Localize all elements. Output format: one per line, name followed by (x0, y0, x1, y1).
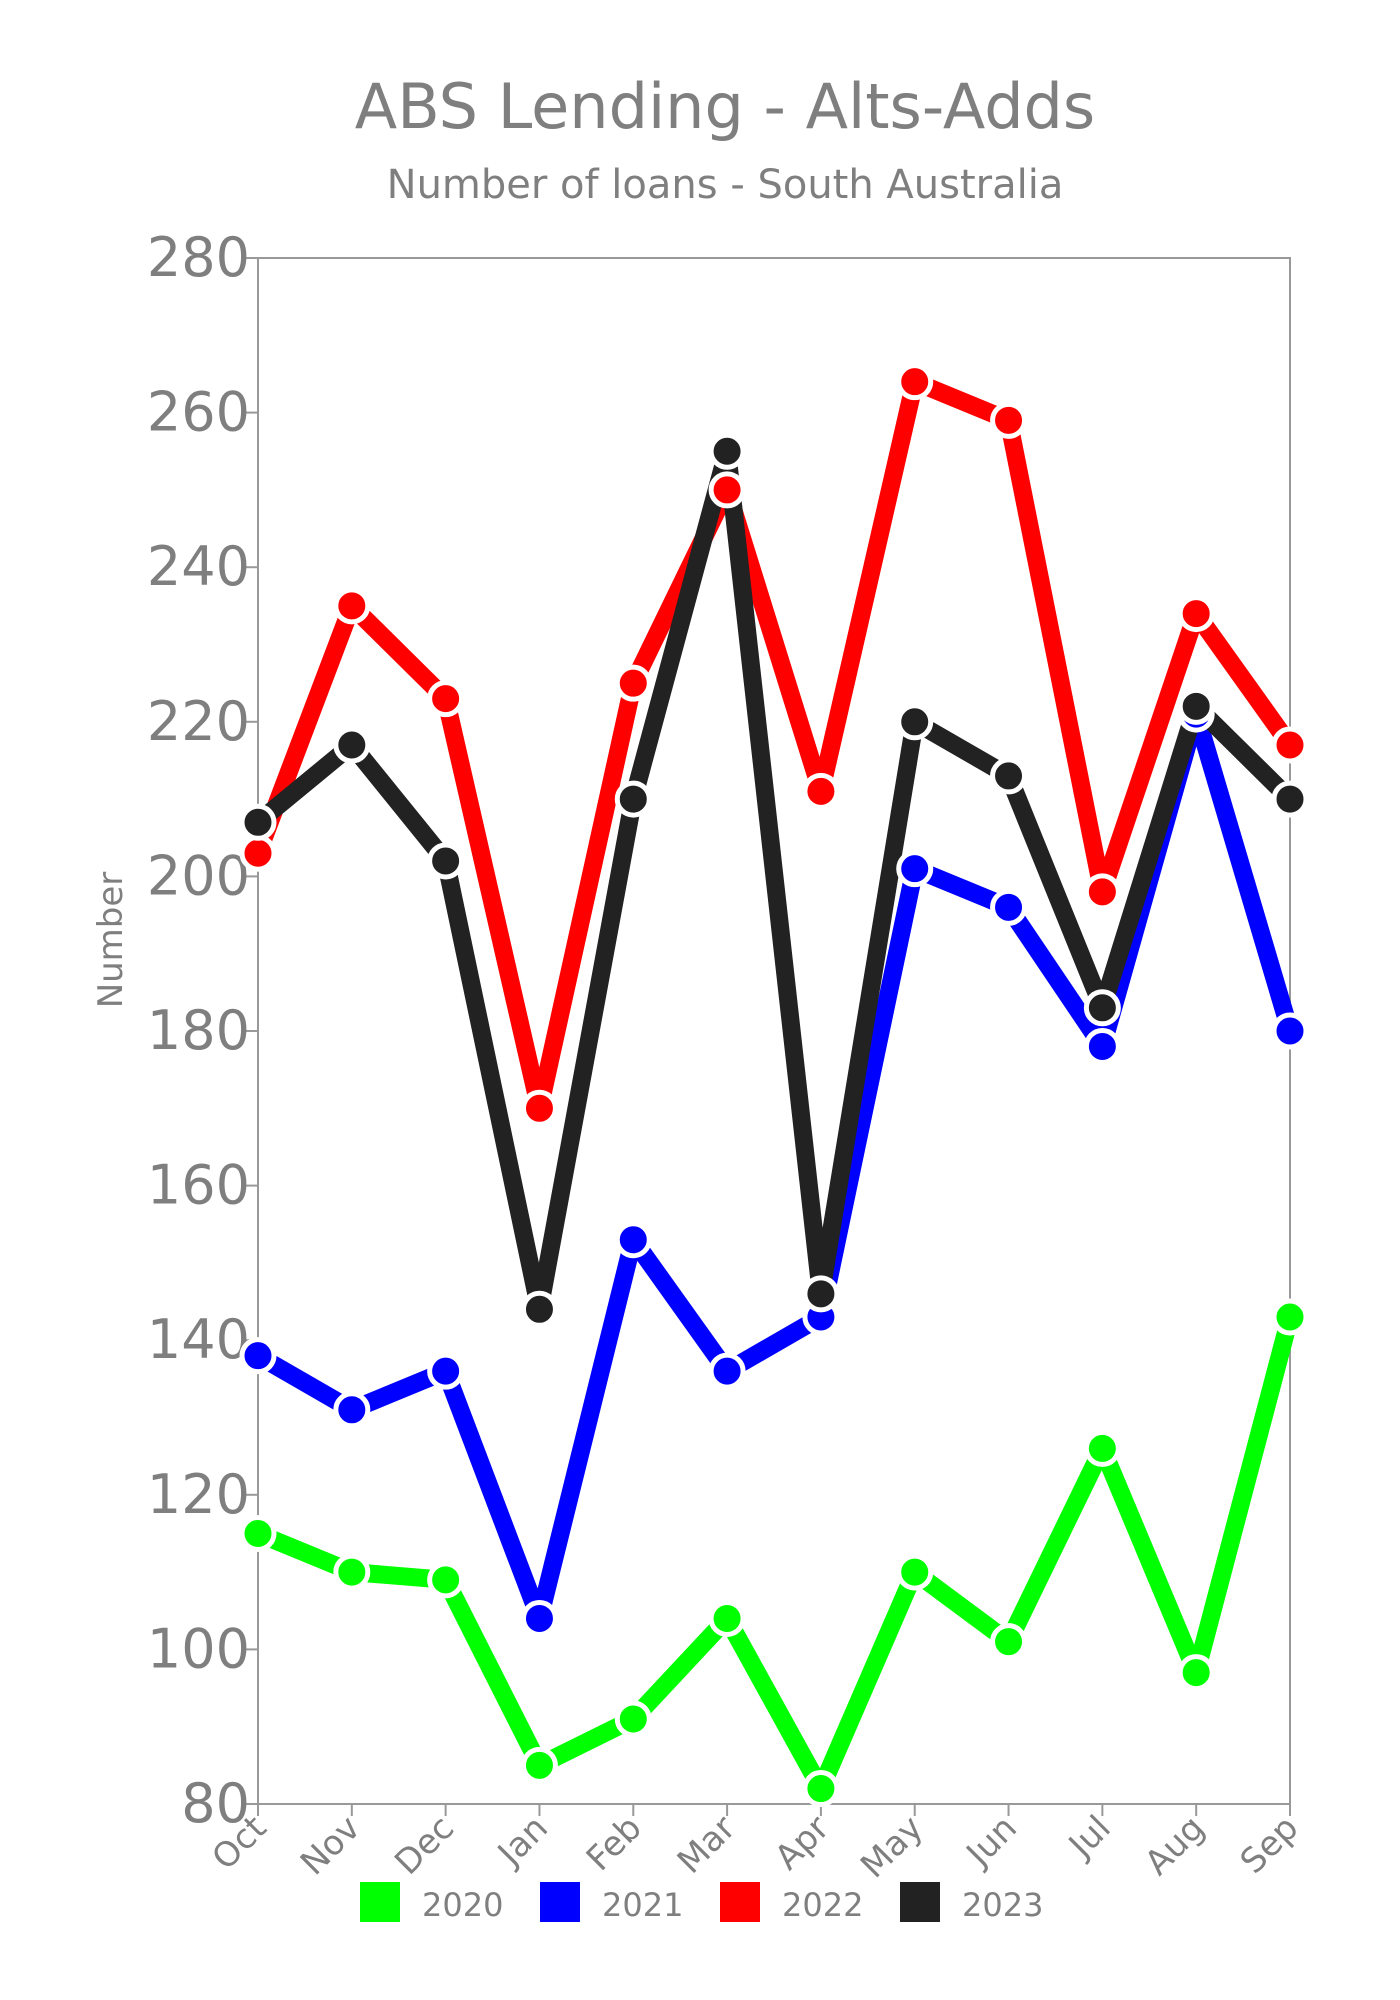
y-axis: 80 100 120 140 160 180 200 220 240 260 280 (147, 226, 258, 1835)
y-tick-label: 180 (147, 999, 250, 1062)
data-point-2021 (896, 850, 934, 888)
data-point-2020 (614, 1700, 652, 1738)
chart-subtitle: Number of loans - South Australia (387, 162, 1064, 208)
data-point-2023 (333, 726, 371, 764)
data-point-2023 (520, 1290, 558, 1328)
x-tick-label: Jun (958, 1808, 1025, 1875)
data-point-2023 (239, 803, 277, 841)
data-point-2022 (708, 471, 746, 509)
data-point-2022 (990, 401, 1028, 439)
x-tick-label: Sep (1233, 1808, 1307, 1882)
legend-label: 2020 (422, 1886, 503, 1924)
data-point-2020 (1271, 1298, 1309, 1336)
data-point-2022 (333, 587, 371, 625)
y-tick-label: 220 (147, 690, 250, 753)
data-point-2022 (614, 664, 652, 702)
data-point-2023 (614, 780, 652, 818)
legend-swatch-2021 (540, 1882, 580, 1922)
data-point-2023 (802, 1275, 840, 1313)
y-tick-label: 240 (147, 535, 250, 598)
data-point-2022 (896, 363, 934, 401)
data-point-2023 (990, 757, 1028, 795)
data-point-2020 (990, 1623, 1028, 1661)
chart-title: ABS Lending - Alts-Adds (355, 70, 1095, 143)
y-tick-label: 200 (147, 844, 250, 907)
x-tick-label: Jan (489, 1808, 556, 1875)
data-point-2021 (990, 888, 1028, 926)
data-point-2020 (333, 1553, 371, 1591)
data-point-2021 (708, 1352, 746, 1390)
data-point-2022 (1271, 726, 1309, 764)
data-point-2021 (1083, 1027, 1121, 1065)
data-point-2022 (802, 772, 840, 810)
data-point-2023 (708, 432, 746, 470)
y-tick-label: 160 (147, 1154, 250, 1217)
x-tick-label: Apr (767, 1808, 837, 1878)
x-tick-label: Dec (387, 1808, 462, 1883)
legend-label: 2023 (962, 1886, 1043, 1924)
x-tick-label: Feb (579, 1808, 650, 1879)
x-tick-label: May (853, 1808, 931, 1886)
series-line-2023 (249, 442, 1299, 1319)
legend-swatch-2023 (900, 1882, 940, 1922)
y-tick-label: 260 (147, 381, 250, 444)
y-tick-label: 280 (147, 226, 250, 289)
data-point-2022 (1177, 595, 1215, 633)
data-point-2021 (520, 1599, 558, 1637)
data-point-2020 (239, 1514, 277, 1552)
legend-swatch-2022 (720, 1882, 760, 1922)
series-lines (249, 372, 1299, 1798)
data-point-2020 (1083, 1429, 1121, 1467)
data-point-2022 (1083, 873, 1121, 911)
y-tick-label: 80 (181, 1772, 250, 1835)
data-point-2021 (333, 1391, 371, 1429)
x-tick-label: Mar (670, 1808, 744, 1882)
data-point-2020 (708, 1599, 746, 1637)
data-point-2020 (427, 1561, 465, 1599)
data-point-2021 (427, 1352, 465, 1390)
data-point-2023 (427, 842, 465, 880)
x-tick-label: Aug (1137, 1808, 1212, 1883)
data-point-2023 (1177, 687, 1215, 725)
data-point-2020 (802, 1770, 840, 1808)
y-tick-label: 120 (147, 1463, 250, 1526)
data-point-2020 (896, 1553, 934, 1591)
data-point-2021 (1271, 1012, 1309, 1050)
legend-label: 2021 (602, 1886, 683, 1924)
data-point-2023 (1271, 780, 1309, 818)
data-point-2020 (1177, 1654, 1215, 1692)
legend-swatch-2020 (360, 1882, 400, 1922)
y-tick-label: 140 (147, 1308, 250, 1371)
x-tick-label: Jul (1060, 1808, 1119, 1867)
data-point-2021 (614, 1221, 652, 1259)
x-tick-label: Nov (293, 1808, 368, 1883)
data-point-2022 (520, 1089, 558, 1127)
data-point-2023 (896, 703, 934, 741)
series-line-2022 (249, 372, 1299, 1118)
legend-label: 2022 (782, 1886, 863, 1924)
data-point-2023 (1083, 989, 1121, 1027)
x-axis: Oct Nov Dec Jan Feb Mar Apr May Jun Jul Aug Sep (205, 1804, 1307, 1886)
data-point-2022 (239, 834, 277, 872)
series-points (239, 363, 1309, 1808)
legend: 2020 2021 2022 2023 (360, 1882, 1043, 1924)
data-point-2020 (520, 1746, 558, 1784)
data-point-2022 (427, 680, 465, 718)
y-tick-label: 100 (147, 1617, 250, 1680)
y-axis-label: Number (91, 872, 131, 1009)
data-point-2021 (239, 1337, 277, 1375)
